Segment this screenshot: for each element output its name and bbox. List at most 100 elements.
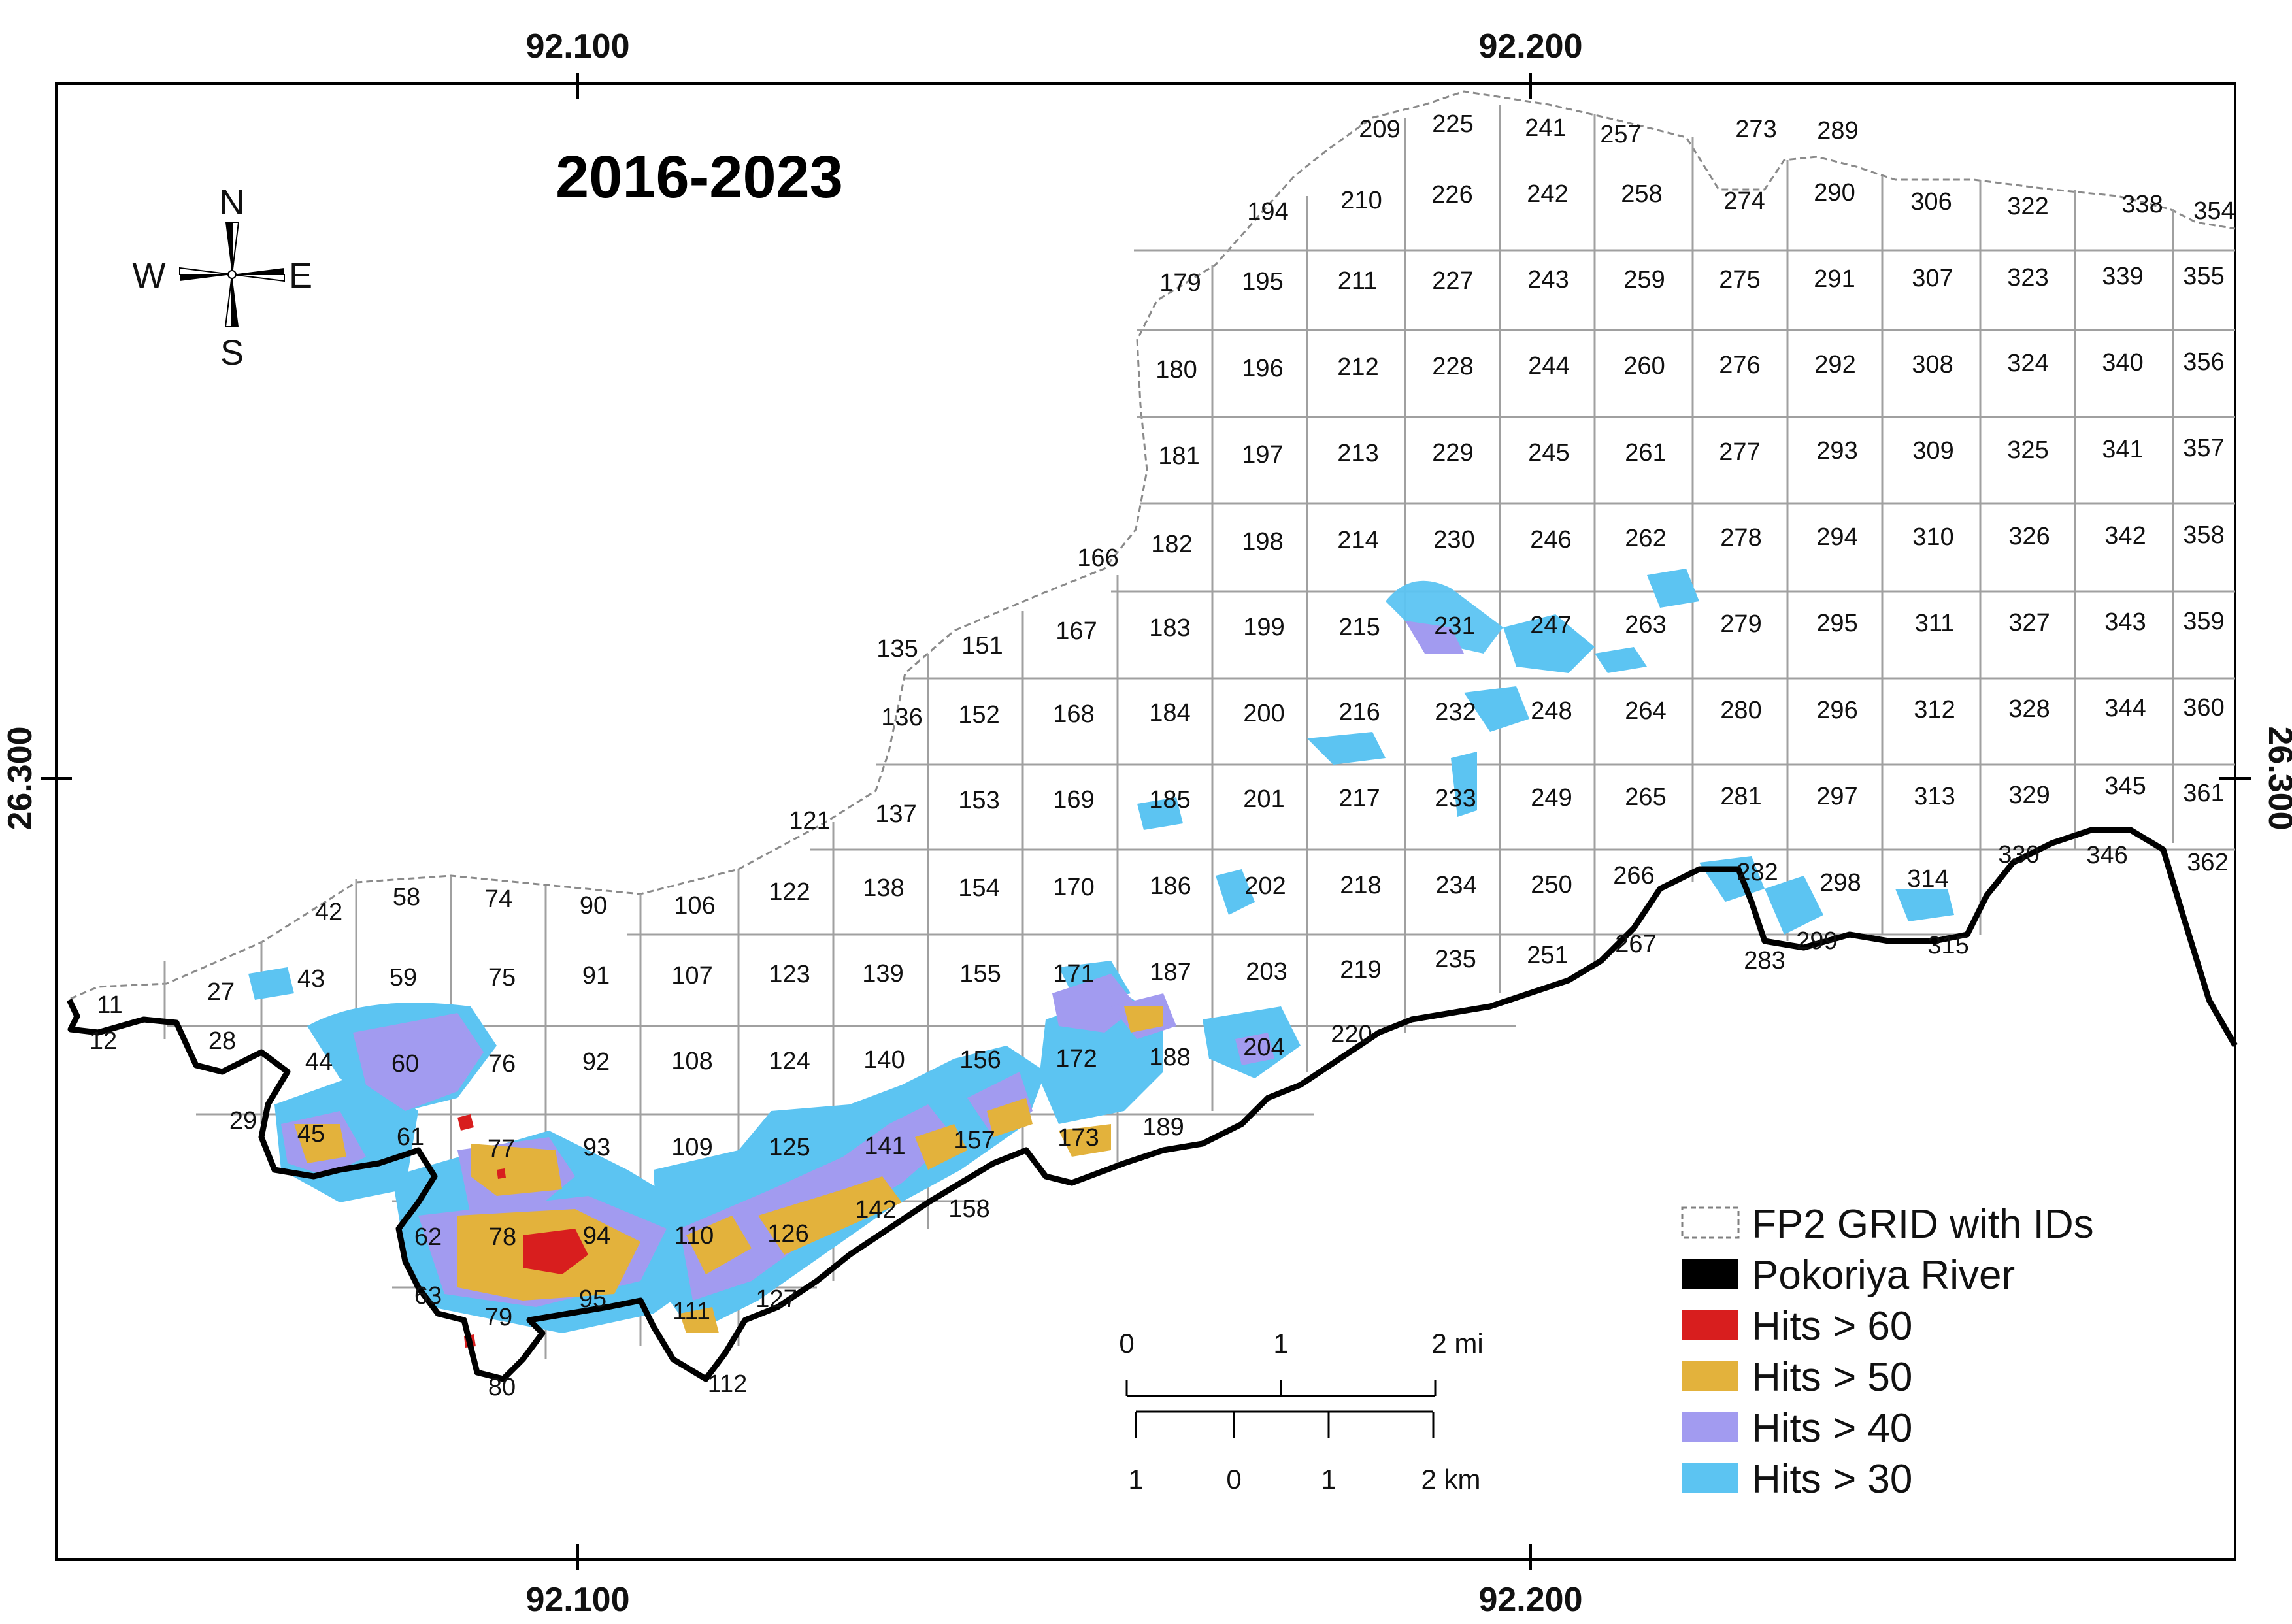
map-legend: FP2 GRID with IDs Pokoriya River Hits > …	[1681, 1202, 2094, 1502]
grid-id-151: 151	[961, 632, 1003, 659]
grid-id-277: 277	[1719, 439, 1760, 466]
grid-id-90: 90	[580, 892, 607, 920]
coordinate-ticks	[41, 73, 2251, 1570]
grid-id-195: 195	[1242, 268, 1283, 295]
grid-id-267: 267	[1615, 931, 1656, 958]
grid-id-108: 108	[671, 1048, 712, 1075]
grid-id-340: 340	[2102, 349, 2143, 376]
grid-id-43: 43	[297, 965, 325, 993]
grid-id-121: 121	[789, 807, 830, 835]
grid-id-324: 324	[2007, 350, 2048, 377]
grid-id-107: 107	[671, 962, 712, 989]
grid-id-343: 343	[2104, 608, 2146, 636]
grid-id-279: 279	[1720, 610, 1761, 638]
grid-id-220: 220	[1331, 1021, 1372, 1048]
grid-id-354: 354	[2193, 197, 2234, 225]
grid-id-76: 76	[488, 1050, 516, 1078]
grid-id-294: 294	[1816, 523, 1857, 551]
grid-id-280: 280	[1720, 697, 1761, 724]
grid-outline	[70, 90, 2236, 1000]
grid-id-157: 157	[954, 1127, 995, 1154]
grid-id-226: 226	[1431, 181, 1472, 208]
grid-id-266: 266	[1613, 862, 1654, 889]
grid-id-45: 45	[297, 1120, 325, 1148]
grid-id-217: 217	[1338, 785, 1380, 812]
grid-id-261: 261	[1625, 439, 1666, 467]
grid-id-209: 209	[1359, 116, 1400, 143]
grid-id-60: 60	[391, 1050, 419, 1078]
grid-id-170: 170	[1053, 874, 1094, 901]
grid-id-249: 249	[1531, 784, 1572, 812]
grid-id-167: 167	[1055, 618, 1097, 645]
grid-id-79: 79	[485, 1304, 512, 1331]
grid-id-125: 125	[769, 1134, 810, 1161]
scale-km-0: 0	[1226, 1464, 1241, 1495]
grid-id-136: 136	[881, 704, 922, 731]
scale-mi-2: 2 mi	[1431, 1328, 1483, 1359]
grid-id-362: 362	[2187, 849, 2228, 876]
compass-south: S	[220, 333, 244, 373]
grid-id-298: 298	[1819, 869, 1861, 897]
grid-id-358: 358	[2183, 522, 2224, 549]
grid-id-59: 59	[390, 964, 417, 991]
grid-id-11: 11	[97, 991, 122, 1019]
grid-id-142: 142	[855, 1196, 896, 1223]
grid-id-92: 92	[582, 1048, 610, 1076]
grid-id-182: 182	[1151, 531, 1192, 558]
grid-id-202: 202	[1244, 872, 1286, 900]
grid-id-201: 201	[1243, 786, 1284, 813]
grid-id-154: 154	[958, 874, 999, 902]
grid-id-258: 258	[1621, 180, 1662, 208]
grid-id-242: 242	[1527, 180, 1568, 208]
grid-id-329: 329	[2008, 782, 2050, 809]
grid-id-74: 74	[485, 886, 512, 913]
grid-id-360: 360	[2183, 694, 2224, 721]
grid-id-171: 171	[1053, 960, 1094, 987]
grid-id-196: 196	[1242, 355, 1283, 382]
grid-id-188: 188	[1149, 1044, 1190, 1071]
grid-id-123: 123	[769, 961, 810, 988]
skyblue-swatch-icon	[1682, 1463, 1738, 1493]
legend-label-hits60: Hits > 60	[1752, 1304, 1912, 1349]
pokoriya-river	[66, 827, 2238, 1382]
grid-id-338: 338	[2121, 191, 2163, 218]
grid-id-257: 257	[1600, 121, 1641, 148]
grid-id-359: 359	[2183, 608, 2224, 635]
grid-id-355: 355	[2183, 263, 2224, 290]
grid-id-42: 42	[315, 899, 342, 926]
grid-id-173: 173	[1057, 1124, 1099, 1152]
dashed-square-icon	[1681, 1206, 1740, 1239]
legend-label-grid: FP2 GRID with IDs	[1752, 1202, 2094, 1247]
grid-id-296: 296	[1816, 697, 1857, 724]
grid-id-344: 344	[2104, 695, 2146, 722]
grid-id-203: 203	[1246, 958, 1287, 986]
coord-left: 26.300	[1, 726, 39, 830]
grid-id-44: 44	[305, 1048, 333, 1076]
scale-mi-1: 1	[1273, 1328, 1288, 1359]
grid-id-212: 212	[1337, 354, 1378, 381]
grid-id-275: 275	[1719, 266, 1760, 293]
grid-id-314: 314	[1907, 865, 1948, 893]
grid-id-140: 140	[863, 1046, 905, 1074]
grid-id-262: 262	[1625, 525, 1666, 552]
grid-id-156: 156	[959, 1046, 1001, 1074]
legend-label-hits40: Hits > 40	[1752, 1406, 1912, 1451]
grid-id-339: 339	[2102, 263, 2143, 290]
compass-east: E	[289, 256, 312, 295]
grid-id-341: 341	[2102, 436, 2143, 463]
grid-id-295: 295	[1816, 610, 1857, 637]
grid-id-215: 215	[1338, 614, 1380, 641]
grid-id-250: 250	[1531, 871, 1572, 899]
grid-id-172: 172	[1055, 1045, 1097, 1072]
grid-id-200: 200	[1243, 700, 1284, 727]
grid-id-245: 245	[1528, 439, 1569, 467]
grid-id-330: 330	[1998, 841, 2039, 869]
grid-id-309: 309	[1912, 437, 1953, 465]
compass-west: W	[133, 256, 166, 295]
grid-id-232: 232	[1435, 699, 1476, 726]
grid-id-155: 155	[959, 960, 1001, 987]
legend-label-river: Pokoriya River	[1752, 1253, 2015, 1298]
grid-id-325: 325	[2007, 437, 2048, 464]
grid-id-312: 312	[1914, 696, 1955, 723]
grid-id-323: 323	[2007, 264, 2048, 291]
